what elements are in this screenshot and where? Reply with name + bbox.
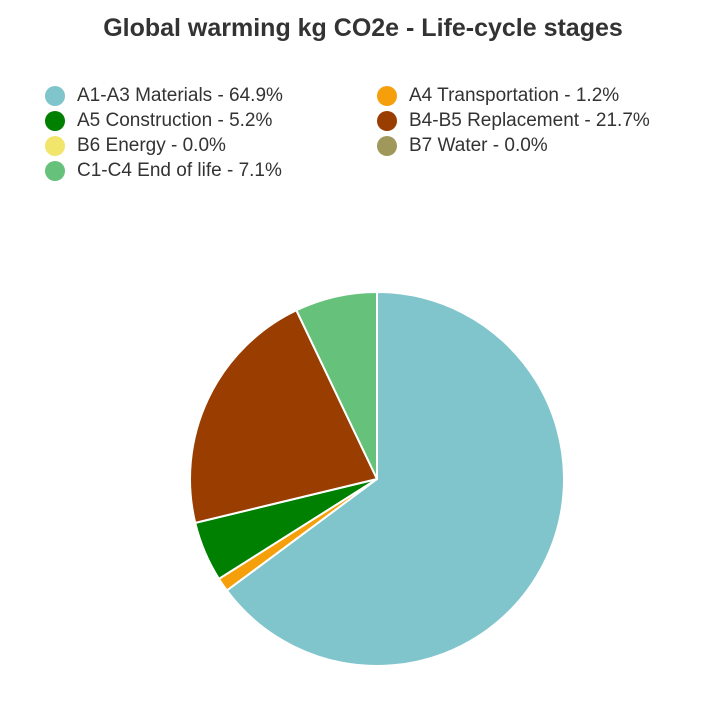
legend-swatch (45, 111, 65, 131)
legend: A1-A3 Materials - 64.9% A4 Transportatio… (45, 84, 705, 183)
legend-swatch (45, 136, 65, 156)
legend-item-a4[interactable]: A4 Transportation - 1.2% (377, 84, 705, 108)
legend-item-a1-a3[interactable]: A1-A3 Materials - 64.9% (45, 84, 377, 108)
legend-item-b6[interactable]: B6 Energy - 0.0% (45, 134, 377, 158)
legend-swatch (377, 86, 397, 106)
pie-slice-3[interactable] (189, 309, 378, 524)
legend-label: A5 Construction - 5.2% (77, 110, 273, 131)
pie-slice-6[interactable] (295, 291, 378, 480)
legend-swatch (45, 161, 65, 181)
pie-slice-0[interactable] (225, 291, 565, 667)
legend-label: B7 Water - 0.0% (409, 135, 548, 156)
legend-item-a5[interactable]: A5 Construction - 5.2% (45, 109, 377, 133)
legend-swatch (45, 86, 65, 106)
legend-swatch (377, 111, 397, 131)
legend-label: B4-B5 Replacement - 21.7% (409, 110, 650, 131)
legend-item-b4-b5[interactable]: B4-B5 Replacement - 21.7% (377, 109, 705, 133)
legend-label: B6 Energy - 0.0% (77, 135, 226, 156)
legend-swatch (377, 136, 397, 156)
legend-label: C1-C4 End of life - 7.1% (77, 160, 282, 181)
chart-title: Global warming kg CO2e - Life-cycle stag… (103, 14, 623, 42)
legend-item-c1-c4[interactable]: C1-C4 End of life - 7.1% (45, 159, 377, 183)
legend-item-b7[interactable]: B7 Water - 0.0% (377, 134, 705, 158)
legend-label: A1-A3 Materials - 64.9% (77, 85, 283, 106)
legend-label: A4 Transportation - 1.2% (409, 85, 620, 106)
